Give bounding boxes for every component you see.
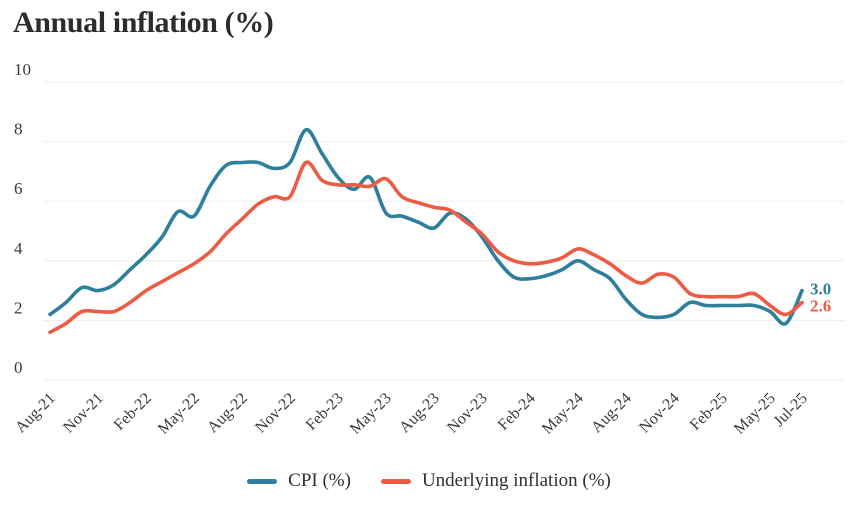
x-axis-tick-label: Aug-21 [12,390,59,437]
legend-item-cpi: CPI (%) [247,470,351,492]
x-axis-tick-label: Feb-25 [687,390,731,434]
x-axis-tick-label: May-22 [155,390,203,438]
chart-legend: CPI (%) Underlying inflation (%) [0,470,858,492]
y-axis-tick-label: 4 [14,239,23,258]
x-axis-tick-label: May-25 [731,390,779,438]
x-axis-tick-label: Aug-22 [204,390,251,437]
y-axis-tick-label: 0 [14,358,23,377]
x-axis-tick-label: May-24 [539,390,587,438]
underlying-end-label: 2.6 [810,297,831,316]
x-axis-tick-label: Jul-25 [771,390,811,430]
underlying-legend-swatch [380,478,411,484]
x-axis-tick-label: Aug-24 [588,390,635,437]
cpi-legend-label: CPI (%) [288,470,351,491]
y-axis-tick-label: 6 [14,179,23,198]
x-axis-tick-label: Feb-22 [111,390,155,434]
y-axis-tick-label: 10 [14,60,31,79]
cpi-legend-swatch [247,478,278,484]
x-axis-tick-label: Aug-23 [396,390,443,437]
legend-item-underlying: Underlying inflation (%) [380,470,611,492]
x-axis-tick-label: Nov-21 [60,390,107,437]
chart-title: Annual inflation (%) [13,6,274,39]
x-axis-tick-label: May-23 [347,390,395,438]
x-axis-tick-label: Nov-24 [636,390,683,437]
x-axis-tick-label: Feb-23 [303,390,347,434]
y-axis-tick-label: 2 [14,298,23,317]
underlying-inflation-line [48,160,804,335]
cpi-line [48,127,804,326]
underlying-legend-label: Underlying inflation (%) [421,470,611,491]
x-axis-tick-label: Feb-24 [495,390,539,434]
x-axis-tick-label: Nov-22 [252,390,299,437]
x-axis-tick-label: Nov-23 [444,390,491,437]
y-axis-tick-label: 8 [14,120,23,139]
cpi-end-label: 3.0 [810,280,831,299]
